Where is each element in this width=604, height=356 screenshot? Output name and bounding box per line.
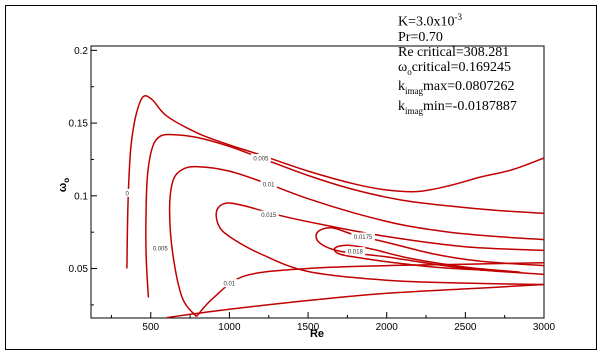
contour-label: 0 bbox=[126, 191, 130, 197]
plot-area bbox=[90, 45, 545, 319]
prandtl-number: Pr=0.70 bbox=[398, 29, 443, 45]
contour-line bbox=[195, 261, 545, 318]
y-tick-label: 0.05 bbox=[69, 264, 89, 275]
y-axis-label-symbol: ω bbox=[57, 183, 69, 192]
contour-label: 0.01 bbox=[263, 183, 275, 189]
contour-line bbox=[333, 244, 521, 273]
omega-critical: ωocritical=0.169245 bbox=[398, 59, 511, 77]
x-tick-label: 1500 bbox=[297, 322, 320, 333]
x-axis-ticks: 500 1000 1500 2000 2500 3000 bbox=[110, 312, 556, 333]
contour-label-background bbox=[221, 279, 238, 288]
contour-label-background bbox=[258, 210, 279, 219]
contour-lines bbox=[126, 95, 545, 319]
svg-text:ωo: ωo bbox=[57, 178, 71, 192]
y-axis-ticks: 0.05 0.1 0.15 0.2 bbox=[69, 46, 97, 306]
contour-line bbox=[168, 165, 545, 317]
k-imag-max: kimagmax=0.0807262 bbox=[398, 79, 515, 97]
contour-label-background bbox=[250, 154, 271, 162]
contour-label: 0.015 bbox=[261, 213, 277, 219]
k-imag-min: kimagmin=-0.0187887 bbox=[398, 99, 517, 117]
x-axis-label: Re bbox=[310, 328, 324, 340]
contour-line bbox=[215, 202, 545, 286]
contour-label: 0.018 bbox=[348, 250, 364, 256]
y-tick-label: 0.2 bbox=[74, 46, 88, 57]
x-tick-label: 1000 bbox=[218, 322, 241, 333]
parameter-annotation: K=3.0x10-3 Pr=0.70 Re critical=308.281 ω… bbox=[398, 10, 517, 119]
figure-frame bbox=[5, 5, 597, 350]
contour-label: 0.005 bbox=[253, 157, 269, 163]
x-tick-label: 2000 bbox=[376, 322, 399, 333]
y-axis-label: ωo bbox=[57, 178, 71, 192]
contour-label-background bbox=[345, 247, 366, 256]
contour-line bbox=[126, 95, 545, 269]
contour-label-background bbox=[124, 188, 130, 197]
x-tick-label: 2500 bbox=[454, 322, 477, 333]
contour-line bbox=[166, 283, 545, 319]
contour-labels: 0 0.005 0.005 0.01 0.01 0.015 0.0175 0.018 bbox=[124, 154, 375, 288]
contour-label-background bbox=[150, 244, 171, 253]
x-tick-label: 3000 bbox=[533, 322, 556, 333]
y-tick-label: 0.1 bbox=[74, 191, 88, 202]
contour-label-background bbox=[260, 180, 277, 189]
contour-label: 0.0175 bbox=[354, 235, 373, 241]
re-critical: Re critical=308.281 bbox=[398, 44, 510, 60]
contour-label: 0.01 bbox=[224, 282, 236, 288]
contour-label-background bbox=[351, 232, 375, 241]
x-tick-label: 500 bbox=[142, 322, 159, 333]
k-parameter: K=3.0x10-3 bbox=[398, 12, 463, 30]
contour-line bbox=[145, 133, 545, 298]
y-tick-label: 0.15 bbox=[69, 119, 89, 130]
y-axis-label-subscript: o bbox=[62, 178, 71, 183]
contour-label: 0.005 bbox=[153, 247, 169, 253]
contour-line bbox=[315, 226, 545, 276]
